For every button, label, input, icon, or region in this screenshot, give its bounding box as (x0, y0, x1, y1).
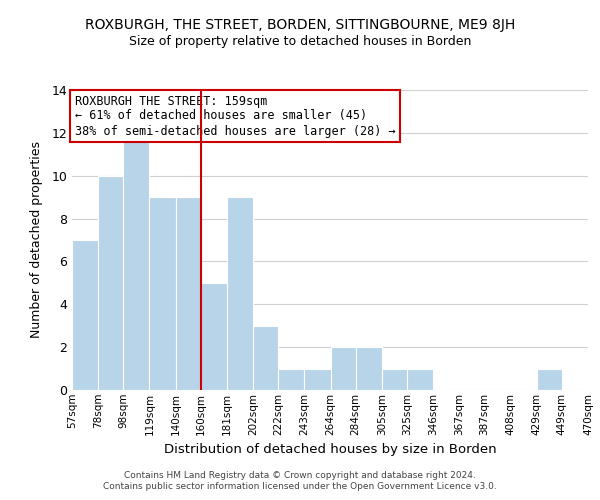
Bar (253, 326, 278, 390)
Bar (304, 368, 331, 390)
Y-axis label: Number of detached properties: Number of detached properties (30, 142, 43, 338)
Bar (176, 197, 200, 390)
Bar (382, 368, 407, 390)
Bar (200, 283, 227, 390)
Bar (123, 133, 149, 390)
Bar (407, 368, 433, 390)
Bar (331, 347, 356, 390)
Bar (356, 347, 382, 390)
Bar (72, 240, 98, 390)
Text: Size of property relative to detached houses in Borden: Size of property relative to detached ho… (129, 35, 471, 48)
Bar (227, 197, 253, 390)
Bar (98, 176, 123, 390)
Bar (278, 368, 304, 390)
Text: Contains HM Land Registry data © Crown copyright and database right 2024.: Contains HM Land Registry data © Crown c… (124, 471, 476, 480)
X-axis label: Distribution of detached houses by size in Borden: Distribution of detached houses by size … (164, 443, 496, 456)
Bar (149, 197, 176, 390)
Text: Contains public sector information licensed under the Open Government Licence v3: Contains public sector information licen… (103, 482, 497, 491)
Text: ROXBURGH THE STREET: 159sqm
← 61% of detached houses are smaller (45)
38% of sem: ROXBURGH THE STREET: 159sqm ← 61% of det… (74, 94, 395, 138)
Bar (537, 368, 562, 390)
Text: ROXBURGH, THE STREET, BORDEN, SITTINGBOURNE, ME9 8JH: ROXBURGH, THE STREET, BORDEN, SITTINGBOU… (85, 18, 515, 32)
